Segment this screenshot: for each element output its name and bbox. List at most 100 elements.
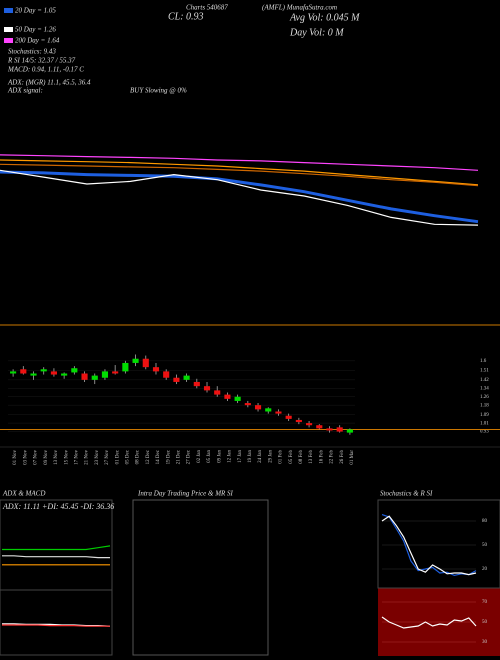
candle-body xyxy=(275,411,282,414)
x-tick-label: 07 Nov xyxy=(34,450,39,465)
series-line xyxy=(381,616,477,629)
candle-body xyxy=(61,373,68,376)
candle-body xyxy=(193,381,200,387)
series-line xyxy=(0,170,479,224)
y-tick-label: 20 xyxy=(482,567,488,572)
series-line xyxy=(0,163,479,187)
x-tick-label: 29 Jan xyxy=(268,450,273,463)
y-tick-label: 1.34 xyxy=(480,386,489,391)
x-tick-label: 19 Jan xyxy=(248,450,253,463)
candle-body xyxy=(112,371,119,374)
macd-text: MACD: 0.94, 1.11, -0.17 C xyxy=(7,66,84,74)
candle-body xyxy=(285,415,292,419)
charts-id: Charts 540687 xyxy=(186,4,228,12)
y-tick-label: 1.42 xyxy=(480,378,489,383)
x-tick-label: 24 Jan xyxy=(258,450,263,463)
stoch-text: Stochastics: 9.43 xyxy=(8,48,56,56)
x-tick-label: 01 Dec xyxy=(115,449,120,464)
y2-tick-label: 70 xyxy=(482,600,488,605)
candle-body xyxy=(183,375,190,380)
avg-vol: Avg Vol: 0.045 M xyxy=(289,12,360,23)
x-tick-label: 16 Feb xyxy=(319,450,324,464)
ma200: 200 Day = 1.64 xyxy=(15,37,60,45)
intraday-title: Intra Day Trading Price & MR SI xyxy=(137,490,234,498)
x-tick-label: 09 Jan xyxy=(217,450,222,463)
y-tick-label: 1.6 xyxy=(480,359,487,364)
candle-body xyxy=(336,427,343,432)
y-tick-label: 1.26 xyxy=(480,395,489,400)
candle-body xyxy=(50,371,57,375)
candle-body xyxy=(316,425,323,429)
y2-tick-label: 30 xyxy=(482,640,488,645)
ma50: 50 Day = 1.26 xyxy=(15,26,56,34)
day-vol: Day Vol: 0 M xyxy=(289,27,344,38)
candle-body xyxy=(132,358,139,363)
candle-body xyxy=(152,367,160,372)
x-tick-label: 05 Feb xyxy=(289,450,294,464)
adx-text: ADX: (MGR) 11.1, 45.5, 36.4 xyxy=(7,79,91,87)
x-tick-label: 08 Dec xyxy=(136,449,141,464)
candle-body xyxy=(234,396,241,401)
x-tick-label: 17 Nov xyxy=(74,450,79,465)
x-tick-label: 21 Dec xyxy=(177,449,182,464)
candle-body xyxy=(20,369,27,374)
candle-body xyxy=(122,362,129,372)
panel-title: Stochastics & R SI xyxy=(380,490,433,498)
x-tick-label: 22 Feb xyxy=(330,450,335,464)
adx-signal: BUY Slowing @ 0% xyxy=(130,87,187,95)
panel-title: ADX & MACD xyxy=(2,490,45,498)
x-tick-label: 19 Dec xyxy=(166,449,171,464)
series-line xyxy=(2,555,110,559)
x-tick-label: 01 Mar xyxy=(350,450,355,465)
y-tick-label: 1.18 xyxy=(480,403,489,408)
x-tick-label: 21 Nov xyxy=(85,450,90,465)
y-tick-label: 80 xyxy=(482,519,488,524)
x-tick-label: 27 Dec xyxy=(187,449,192,464)
candle-body xyxy=(163,371,170,378)
y-tick-label: 1.51 xyxy=(480,368,489,373)
y-tick-label: 1.01 xyxy=(480,421,489,426)
candle-body xyxy=(346,429,353,433)
y-tick-label: 1.09 xyxy=(480,413,489,418)
candle-body xyxy=(326,428,333,431)
candle-body xyxy=(10,371,17,374)
legend-swatch xyxy=(4,8,13,13)
ma20: 20 Day = 1.05 xyxy=(15,7,56,15)
x-tick-label: 09 Nov xyxy=(44,450,49,465)
close: CL: 0.93 xyxy=(168,11,204,22)
series-line xyxy=(0,169,479,226)
x-tick-label: 27 Nov xyxy=(105,450,110,465)
series-line xyxy=(2,545,111,551)
candle-body xyxy=(71,368,78,373)
candle-body xyxy=(81,373,88,380)
adx-signal-label: ADX signal: xyxy=(7,87,43,95)
candle-body xyxy=(142,358,149,368)
x-tick-label: 14 Dec xyxy=(156,449,161,464)
panel-subtitle: ADX: 11.11 +DI: 45.45 -DI: 36.36 xyxy=(2,502,114,511)
x-tick-label: 17 Jan xyxy=(238,450,243,463)
candle-body xyxy=(295,419,302,423)
x-tick-label: 12 Dec xyxy=(146,449,151,464)
candle-body xyxy=(224,394,231,399)
x-tick-label: 13 Feb xyxy=(309,450,314,464)
x-tick-label: 01 Feb xyxy=(279,450,284,464)
x-tick-label: 05 Dec xyxy=(126,449,131,464)
candle-body xyxy=(203,386,211,391)
series-line xyxy=(0,154,479,171)
candle-body xyxy=(214,390,221,395)
candle-body xyxy=(244,403,251,406)
rsi-text: R SI 14/5: 32.37 / 55.37 xyxy=(7,57,76,65)
x-tick-label: 26 Feb xyxy=(340,450,345,464)
legend-swatch xyxy=(4,27,13,32)
series-line xyxy=(2,624,110,627)
candle-body xyxy=(265,408,272,412)
x-tick-label: 12 Jan xyxy=(228,450,233,463)
x-tick-label: 13 Nov xyxy=(54,450,59,465)
x-tick-label: 02 Jan xyxy=(197,450,202,463)
stoch-panel xyxy=(377,499,500,589)
y-tick-label: 50 xyxy=(482,543,488,548)
candle-body xyxy=(91,375,98,380)
x-tick-label: 01 Nov xyxy=(13,450,18,465)
